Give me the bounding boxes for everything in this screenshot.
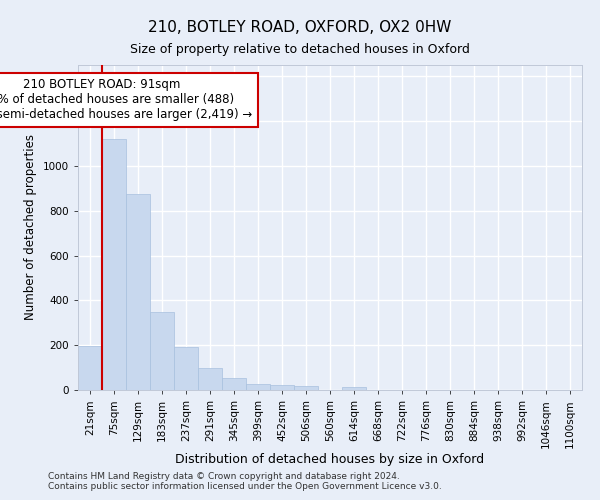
X-axis label: Distribution of detached houses by size in Oxford: Distribution of detached houses by size … bbox=[175, 453, 485, 466]
Bar bbox=[150, 312, 174, 390]
Text: 210 BOTLEY ROAD: 91sqm
← 17% of detached houses are smaller (488)
83% of semi-de: 210 BOTLEY ROAD: 91sqm ← 17% of detached… bbox=[0, 78, 252, 122]
Bar bbox=[342, 386, 366, 390]
Bar bbox=[102, 139, 126, 390]
Bar bbox=[294, 386, 318, 390]
Bar bbox=[270, 385, 294, 390]
Bar bbox=[126, 194, 150, 390]
Bar bbox=[174, 347, 198, 390]
Bar bbox=[78, 346, 102, 390]
Bar bbox=[198, 368, 222, 390]
Text: 210, BOTLEY ROAD, OXFORD, OX2 0HW: 210, BOTLEY ROAD, OXFORD, OX2 0HW bbox=[148, 20, 452, 35]
Text: Contains public sector information licensed under the Open Government Licence v3: Contains public sector information licen… bbox=[48, 482, 442, 491]
Bar bbox=[222, 378, 246, 390]
Text: Contains HM Land Registry data © Crown copyright and database right 2024.: Contains HM Land Registry data © Crown c… bbox=[48, 472, 400, 481]
Bar bbox=[246, 384, 270, 390]
Y-axis label: Number of detached properties: Number of detached properties bbox=[24, 134, 37, 320]
Text: Size of property relative to detached houses in Oxford: Size of property relative to detached ho… bbox=[130, 42, 470, 56]
